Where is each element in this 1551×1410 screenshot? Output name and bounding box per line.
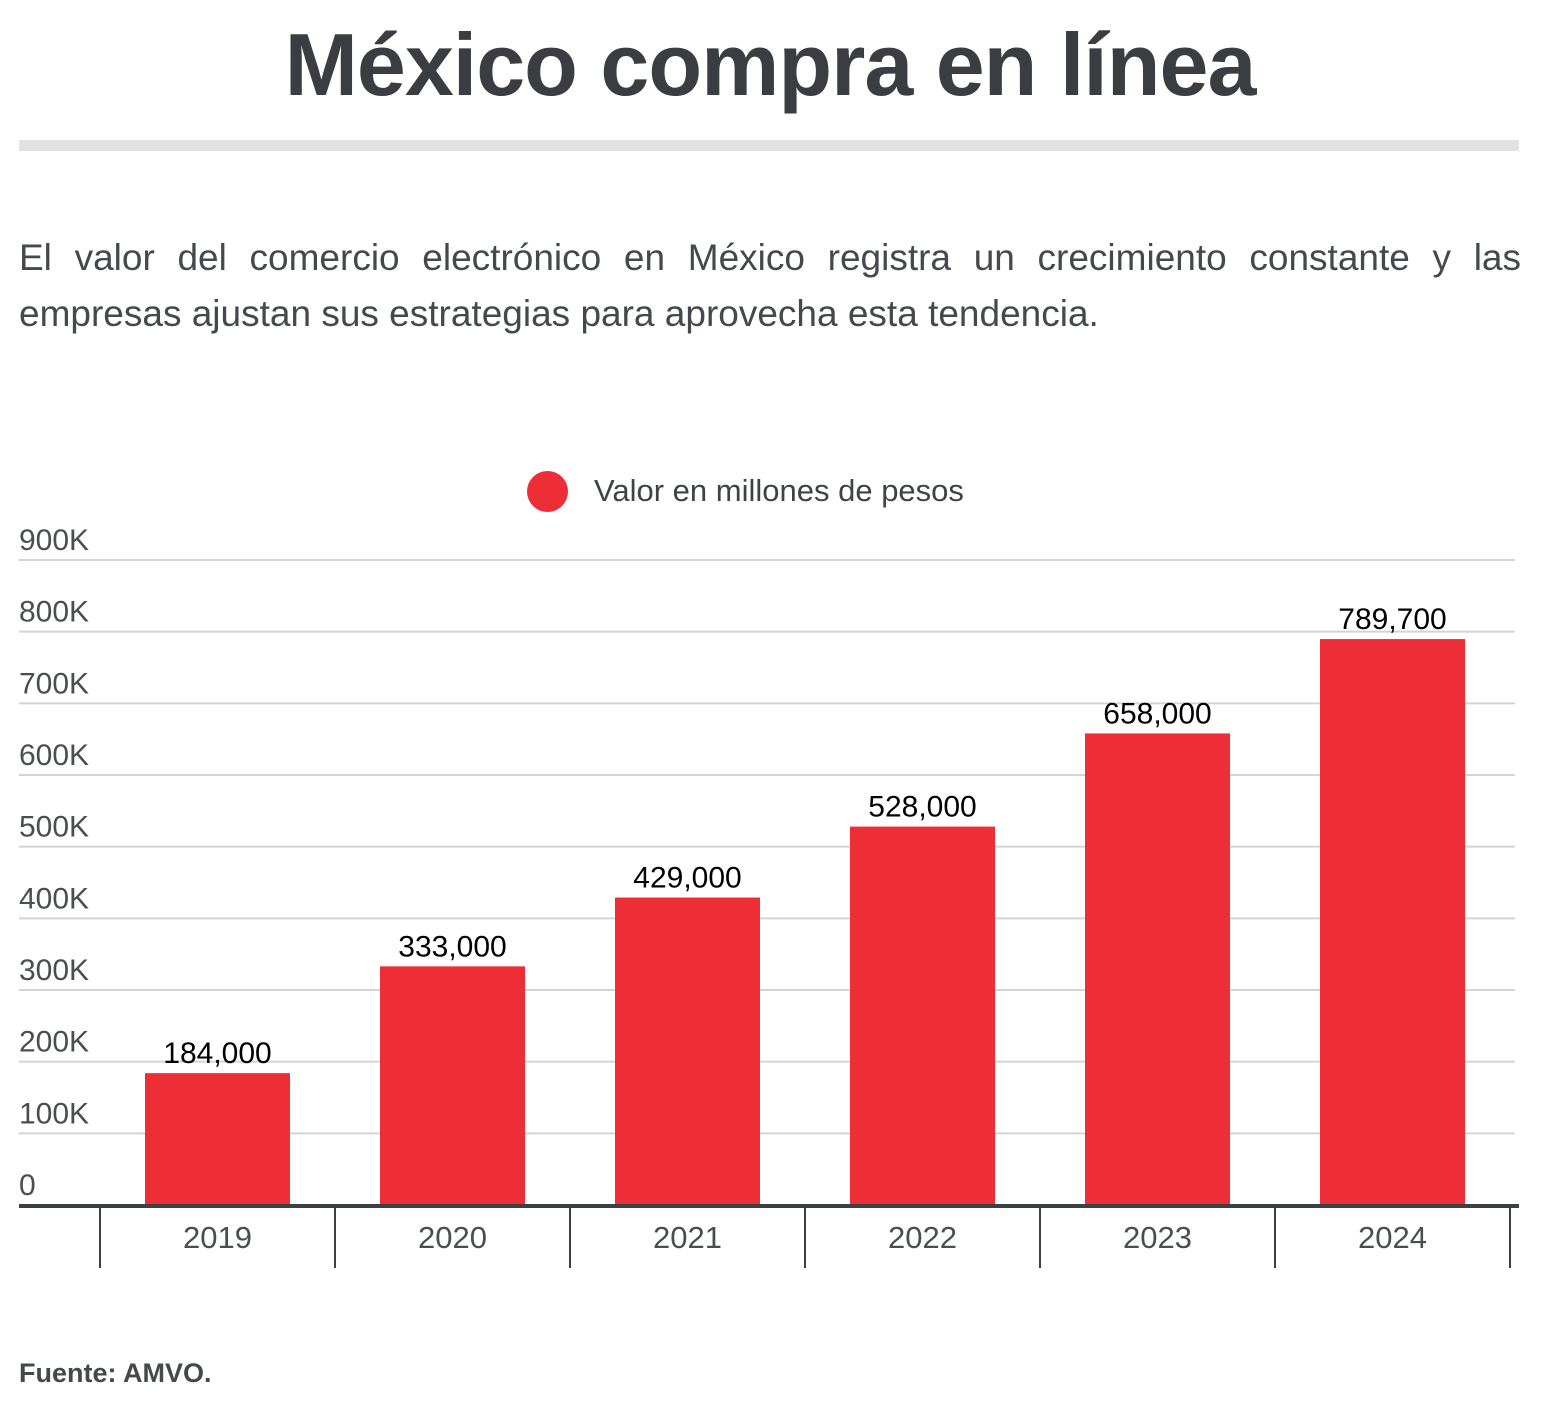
bar (1085, 733, 1230, 1205)
y-tick-label: 200K (19, 1026, 89, 1059)
data-label: 528,000 (868, 791, 976, 824)
chart-title: México compra en línea (284, 15, 1257, 114)
legend-swatch (527, 470, 568, 512)
source-note: Fuente: AMVO. (19, 1358, 212, 1389)
title-divider (19, 140, 1519, 151)
bar (145, 1073, 290, 1205)
bar (850, 826, 995, 1205)
x-tick-label: 2020 (418, 1220, 487, 1255)
bar (1320, 639, 1465, 1205)
y-tick-label: 700K (19, 667, 89, 700)
x-tick-label: 2019 (183, 1220, 252, 1255)
x-tick-label: 2024 (1358, 1220, 1427, 1255)
chart-legend: Valor en millones de pesos (527, 470, 964, 512)
data-label: 333,000 (398, 930, 506, 963)
x-tick-label: 2022 (888, 1220, 957, 1255)
bar (380, 966, 525, 1205)
bar (615, 897, 760, 1205)
data-label: 429,000 (633, 862, 741, 895)
y-tick-label: 0 (19, 1169, 36, 1202)
y-tick-label: 300K (19, 954, 89, 987)
x-tick-label: 2023 (1123, 1220, 1192, 1255)
source-label: Fuente: (19, 1358, 117, 1388)
y-tick-label: 500K (19, 811, 89, 844)
y-tick-label: 900K (19, 524, 89, 557)
y-tick-label: 400K (19, 882, 89, 915)
y-tick-label: 800K (19, 596, 89, 629)
x-tick-label: 2021 (653, 1220, 722, 1255)
y-tick-label: 600K (19, 739, 89, 772)
y-tick-label: 100K (19, 1097, 89, 1130)
chart-subtitle: El valor del comercio electrónico en Méx… (19, 237, 1521, 334)
data-label: 184,000 (163, 1037, 271, 1070)
legend-label: Valor en millones de pesos (594, 473, 964, 508)
data-label: 789,700 (1338, 603, 1446, 636)
source-value: AMVO. (123, 1358, 212, 1388)
data-label: 658,000 (1103, 697, 1211, 730)
